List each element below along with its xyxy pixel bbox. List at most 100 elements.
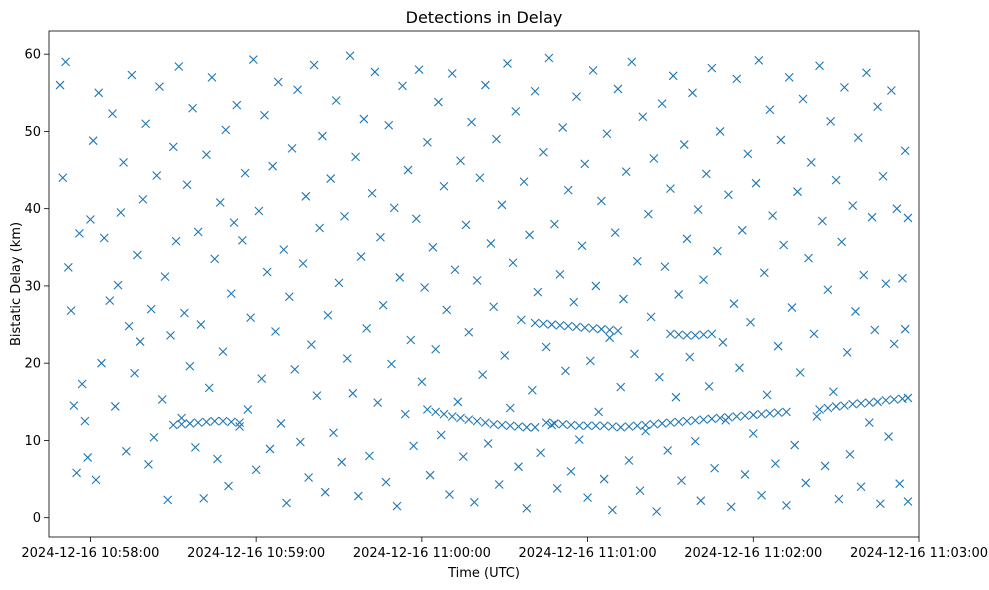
data-point — [715, 413, 725, 423]
data-point — [652, 507, 662, 516]
data-point — [707, 329, 717, 339]
data-point — [522, 504, 532, 513]
data-point — [668, 71, 678, 81]
data-point — [434, 97, 443, 107]
data-point — [740, 411, 750, 421]
data-point — [320, 487, 330, 497]
data-point — [591, 421, 601, 431]
data-point — [110, 402, 120, 411]
data-point — [889, 339, 899, 349]
data-point — [179, 308, 189, 318]
data-point — [204, 383, 214, 393]
data-point — [563, 185, 573, 195]
data-point — [262, 267, 272, 277]
data-point — [445, 490, 454, 499]
data-point — [174, 62, 184, 71]
data-point — [558, 123, 568, 132]
data-point — [318, 131, 327, 141]
data-point — [627, 57, 637, 67]
data-point — [229, 218, 239, 227]
data-point — [666, 184, 675, 193]
data-point — [196, 320, 206, 329]
data-point — [765, 105, 775, 115]
data-point — [202, 417, 211, 427]
data-point — [260, 110, 269, 120]
x-tick-label: 2024-12-16 11:00:00 — [353, 546, 491, 561]
data-point — [654, 372, 664, 382]
data-point — [248, 55, 258, 64]
data-point — [690, 436, 700, 446]
data-point — [878, 171, 888, 181]
data-point — [790, 440, 800, 450]
data-point — [273, 77, 283, 87]
data-point — [124, 321, 134, 331]
data-point — [773, 408, 783, 418]
data-point — [762, 390, 772, 400]
data-point — [574, 435, 584, 445]
data-point — [831, 175, 841, 185]
data-point — [886, 86, 896, 95]
data-point — [859, 270, 869, 280]
data-point — [596, 196, 606, 206]
data-point — [591, 281, 601, 291]
data-point — [779, 240, 789, 250]
data-point — [903, 393, 913, 403]
data-point — [340, 212, 349, 221]
data-point — [596, 324, 606, 334]
data-point — [550, 419, 559, 428]
data-point — [63, 263, 73, 272]
data-point — [442, 305, 452, 315]
data-point — [804, 253, 813, 263]
data-point — [389, 203, 399, 213]
data-point — [770, 459, 780, 468]
data-point — [469, 497, 479, 507]
data-point — [475, 173, 485, 183]
data-point — [505, 421, 515, 431]
data-point — [182, 180, 192, 190]
data-point — [304, 473, 314, 482]
data-point — [516, 315, 526, 325]
data-point — [72, 468, 82, 478]
data-point — [486, 239, 496, 248]
data-point — [420, 283, 430, 292]
data-point — [295, 437, 305, 447]
data-point — [881, 395, 891, 405]
data-point — [254, 206, 264, 216]
data-point — [657, 419, 667, 428]
data-point — [464, 327, 474, 337]
data-point — [671, 392, 681, 402]
data-point — [812, 412, 822, 421]
data-point — [580, 323, 590, 333]
plot-frame — [48, 30, 920, 538]
data-point — [881, 279, 891, 289]
data-point — [892, 204, 902, 214]
data-point — [759, 268, 769, 278]
data-point — [699, 275, 708, 285]
data-point — [323, 310, 333, 320]
data-point — [284, 292, 294, 302]
data-point — [583, 421, 592, 431]
data-point — [392, 501, 402, 511]
data-point — [666, 418, 675, 428]
data-point — [856, 482, 866, 492]
data-point — [563, 321, 573, 331]
y-axis-label: Bistatic Delay (km) — [9, 222, 24, 346]
data-point — [232, 100, 242, 110]
data-point — [864, 398, 874, 407]
data-point — [94, 88, 104, 98]
data-point — [641, 426, 650, 436]
data-point — [566, 420, 576, 430]
data-point — [621, 167, 631, 176]
data-point — [149, 432, 159, 442]
data-point — [530, 422, 540, 432]
data-point — [127, 70, 137, 80]
data-point — [461, 220, 471, 230]
data-point — [873, 397, 882, 407]
data-point — [663, 446, 673, 455]
data-point — [55, 80, 65, 90]
data-point — [88, 136, 98, 146]
data-point — [806, 157, 816, 167]
data-point — [555, 269, 565, 279]
data-point — [641, 420, 650, 430]
data-point — [218, 416, 228, 426]
